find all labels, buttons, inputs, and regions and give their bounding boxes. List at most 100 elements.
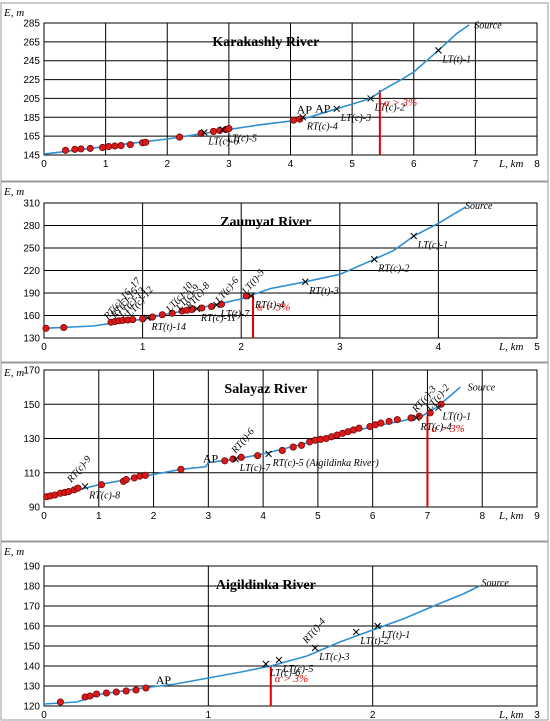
y-tick-label: 130 <box>23 682 40 693</box>
y-tick-label: 90 <box>29 503 41 514</box>
data-point <box>237 453 245 461</box>
data-point <box>148 313 157 321</box>
tributary-label: RT(c)-4 <box>306 121 338 132</box>
x-tick-label: 2 <box>238 342 244 353</box>
data-point <box>296 115 304 123</box>
data-point <box>129 316 137 324</box>
data-point <box>86 692 94 700</box>
data-point <box>278 446 286 455</box>
tributary-label: LT(c)-2 <box>374 102 405 113</box>
y-axis-label: E, m <box>3 186 24 198</box>
y-tick-label: 110 <box>24 468 40 479</box>
source-label: Source <box>468 383 496 394</box>
ap-label: AP <box>315 102 331 116</box>
tributary-marker <box>193 305 201 313</box>
data-point <box>122 476 130 484</box>
data-point <box>141 471 149 479</box>
x-tick-label: 2 <box>151 511 157 522</box>
data-point <box>126 141 134 149</box>
data-point <box>426 409 434 417</box>
tributary-marker <box>435 404 442 412</box>
data-point <box>208 302 216 311</box>
x-tick-label: 5 <box>349 159 355 170</box>
tributary-label: LT(t)-1 <box>441 54 471 65</box>
x-tick-label: 3 <box>206 511 212 522</box>
y-tick-label: 170 <box>23 366 40 377</box>
tributary-label: RT(c)-8 <box>88 490 120 501</box>
tributary-label: LT(c)-3 <box>318 652 349 663</box>
x-tick-label: 0 <box>41 511 47 522</box>
tributary-marker <box>232 455 240 463</box>
data-point <box>117 142 125 150</box>
data-point <box>74 484 82 492</box>
tributary-marker <box>265 450 272 458</box>
tributary-label: LT(c)-6 <box>269 668 300 679</box>
data-point <box>242 292 250 300</box>
x-tick-label: 4 <box>436 342 442 353</box>
data-point <box>62 146 70 154</box>
data-point <box>60 323 68 332</box>
data-point <box>93 690 101 698</box>
x-tick-label: 0 <box>41 342 47 353</box>
x-tick-label: 0 <box>41 710 47 721</box>
tributary-marker <box>370 255 378 263</box>
x-tick-label: 4 <box>260 511 266 522</box>
x-tick-label: 1 <box>140 342 146 353</box>
y-tick-label: 160 <box>23 311 40 322</box>
slope-threshold-label: α > 3% <box>431 423 464 435</box>
y-tick-label: 170 <box>23 602 40 613</box>
y-axis-label: E, m <box>3 546 24 558</box>
x-tick-label: 7 <box>473 159 479 170</box>
slope-threshold-label: α > 3% <box>275 673 308 685</box>
plot-frame <box>43 565 538 707</box>
tributary-marker <box>299 113 307 121</box>
x-tick-label: 7 <box>425 511 431 522</box>
x-tick-label: 6 <box>370 511 376 522</box>
y-tick-label: 150 <box>23 400 40 411</box>
x-axis-label: L, km <box>498 709 524 721</box>
data-point <box>197 129 205 137</box>
y-tick-label: 145 <box>23 151 40 162</box>
y-tick-label: 310 <box>23 199 40 210</box>
tributary-label: RT(c)-9 <box>65 454 94 486</box>
y-tick-label: 120 <box>23 702 40 713</box>
x-tick-label: 5 <box>534 342 540 353</box>
tributary-label: LT(c)-7 <box>239 463 271 474</box>
tributary-marker <box>413 414 420 422</box>
data-point <box>122 687 130 695</box>
panel-border <box>0 2 549 182</box>
x-tick-label: 1 <box>206 710 212 721</box>
data-point <box>385 417 393 425</box>
data-point <box>290 116 298 124</box>
y-tick-label: 190 <box>23 289 40 300</box>
tributary-marker <box>262 660 270 668</box>
tributary-label: RT(c)-4 <box>419 422 451 433</box>
data-point <box>132 686 140 694</box>
tributary-marker <box>410 232 418 240</box>
data-point <box>139 315 147 323</box>
tributary-marker <box>275 656 283 664</box>
data-point <box>221 457 229 465</box>
data-point <box>225 125 233 133</box>
data-point <box>289 443 297 451</box>
data-point <box>142 684 150 692</box>
x-tick-label: 1 <box>96 511 102 522</box>
x-axis-label: L, km <box>498 158 524 170</box>
y-tick-label: 190 <box>23 562 40 573</box>
data-point <box>102 689 110 697</box>
tributary-label: LT(t)-2 <box>359 636 389 647</box>
data-point <box>177 465 185 473</box>
chart-title: Salayaz River <box>224 382 307 397</box>
x-tick-label: 8 <box>479 511 485 522</box>
tributary-label: RT(c)-5 (Aigildinka River) <box>272 458 380 469</box>
chart-title: Aigildinka River <box>216 578 316 593</box>
tributary-marker <box>81 483 89 490</box>
y-tick-label: 185 <box>23 113 40 124</box>
y-tick-label: 225 <box>23 75 40 86</box>
y-tick-label: 160 <box>23 622 40 633</box>
data-point <box>355 424 363 432</box>
y-tick-label: 180 <box>23 582 40 593</box>
y-tick-label: 265 <box>23 37 40 48</box>
data-point <box>111 142 119 150</box>
tributary-label: RT(t)-3 <box>308 286 338 297</box>
